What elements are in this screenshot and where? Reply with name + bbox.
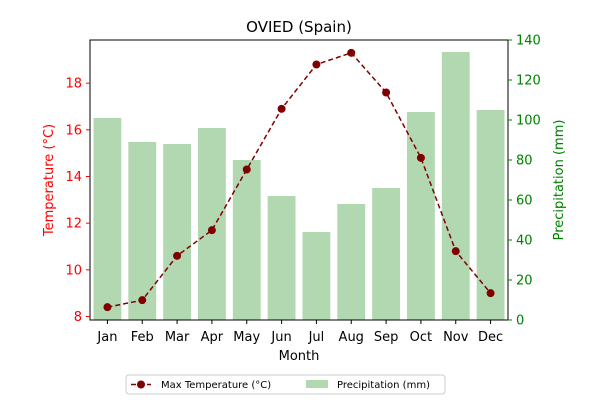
legend-temperature-label: Max Temperature (°C) (161, 380, 271, 391)
temperature-point-jul (312, 60, 321, 69)
precipitation-bar-dec (476, 110, 505, 320)
x-tick-label: Aug (339, 330, 364, 345)
x-tick-label: Jul (308, 330, 325, 345)
temperature-line-series (103, 48, 495, 312)
right-y-tick-label: 40 (516, 234, 533, 249)
left-y-tick-label: 18 (65, 77, 82, 92)
precipitation-bar-sep (372, 188, 401, 320)
temperature-point-aug (347, 48, 356, 57)
x-tick-label: May (233, 330, 260, 345)
precipitation-bar-may (232, 160, 261, 320)
right-y-tick-label: 100 (516, 114, 541, 129)
legend-temperature-marker (137, 380, 145, 389)
precipitation-bar-jul (302, 232, 331, 320)
chart-title: OVIED (Spain) (246, 18, 352, 36)
right-y-axis: 0 20 40 60 80 100 120 140 (508, 34, 541, 329)
x-tick-label: Feb (131, 330, 154, 345)
x-axis-label: Month (279, 349, 320, 364)
precipitation-bar-nov (441, 52, 470, 320)
left-y-tick-label: 12 (65, 217, 82, 232)
plot-frame (89, 39, 509, 321)
x-tick-label: Apr (201, 330, 224, 345)
right-y-tick-label: 140 (516, 34, 541, 49)
x-tick-label: Sep (374, 330, 399, 345)
right-y-tick-label: 20 (516, 274, 533, 289)
precipitation-bar-feb (128, 142, 157, 320)
precipitation-bar-mar (163, 144, 192, 320)
precipitation-bars (93, 52, 505, 320)
temperature-point-dec (486, 289, 495, 298)
x-tick-label: Dec (478, 330, 503, 345)
precipitation-bar-jan (93, 118, 122, 320)
left-y-tick-label: 8 (74, 310, 82, 325)
temperature-point-oct (416, 153, 425, 162)
right-y-axis-label: Precipitation (mm) (552, 120, 567, 241)
precipitation-bar-jun (267, 196, 296, 320)
x-tick-label: Jun (270, 330, 291, 345)
temperature-point-apr (207, 226, 216, 235)
precipitation-bar-apr (197, 128, 226, 320)
x-tick-label: Mar (165, 330, 190, 345)
temperature-line (107, 51, 492, 308)
left-y-tick-label: 14 (65, 170, 82, 185)
precipitation-bar-oct (406, 112, 435, 320)
legend: Max Temperature (°C) Precipitation (mm) (125, 374, 446, 395)
temperature-point-jun (277, 104, 286, 113)
legend-precipitation-swatch (306, 380, 328, 388)
x-tick-label: Oct (410, 330, 432, 345)
x-tick-label: Jan (96, 330, 117, 345)
temperature-point-may (242, 165, 251, 174)
right-y-tick-label: 120 (516, 74, 541, 89)
left-y-axis: 8 10 12 14 16 18 (65, 77, 90, 325)
temperature-point-feb (138, 296, 147, 305)
legend-frame (125, 374, 446, 395)
temperature-point-jan (103, 303, 112, 312)
x-tick-label: Nov (443, 330, 469, 345)
right-y-tick-label: 60 (516, 194, 533, 209)
left-y-axis-label: Temperature (°C) (42, 124, 57, 237)
left-y-tick-label: 10 (65, 263, 82, 278)
temperature-point-mar (173, 251, 182, 260)
right-y-tick-label: 80 (516, 154, 533, 169)
temperature-point-sep (382, 88, 391, 97)
x-axis: Jan Feb Mar Apr May Jun Jul Aug Sep Oct Nov Dec (96, 320, 503, 345)
left-y-tick-label: 16 (65, 123, 82, 138)
right-y-tick-label: 0 (516, 314, 524, 329)
precipitation-bar-aug (337, 204, 366, 320)
legend-precipitation-label: Precipitation (mm) (337, 380, 430, 391)
temperature-point-nov (451, 247, 460, 256)
